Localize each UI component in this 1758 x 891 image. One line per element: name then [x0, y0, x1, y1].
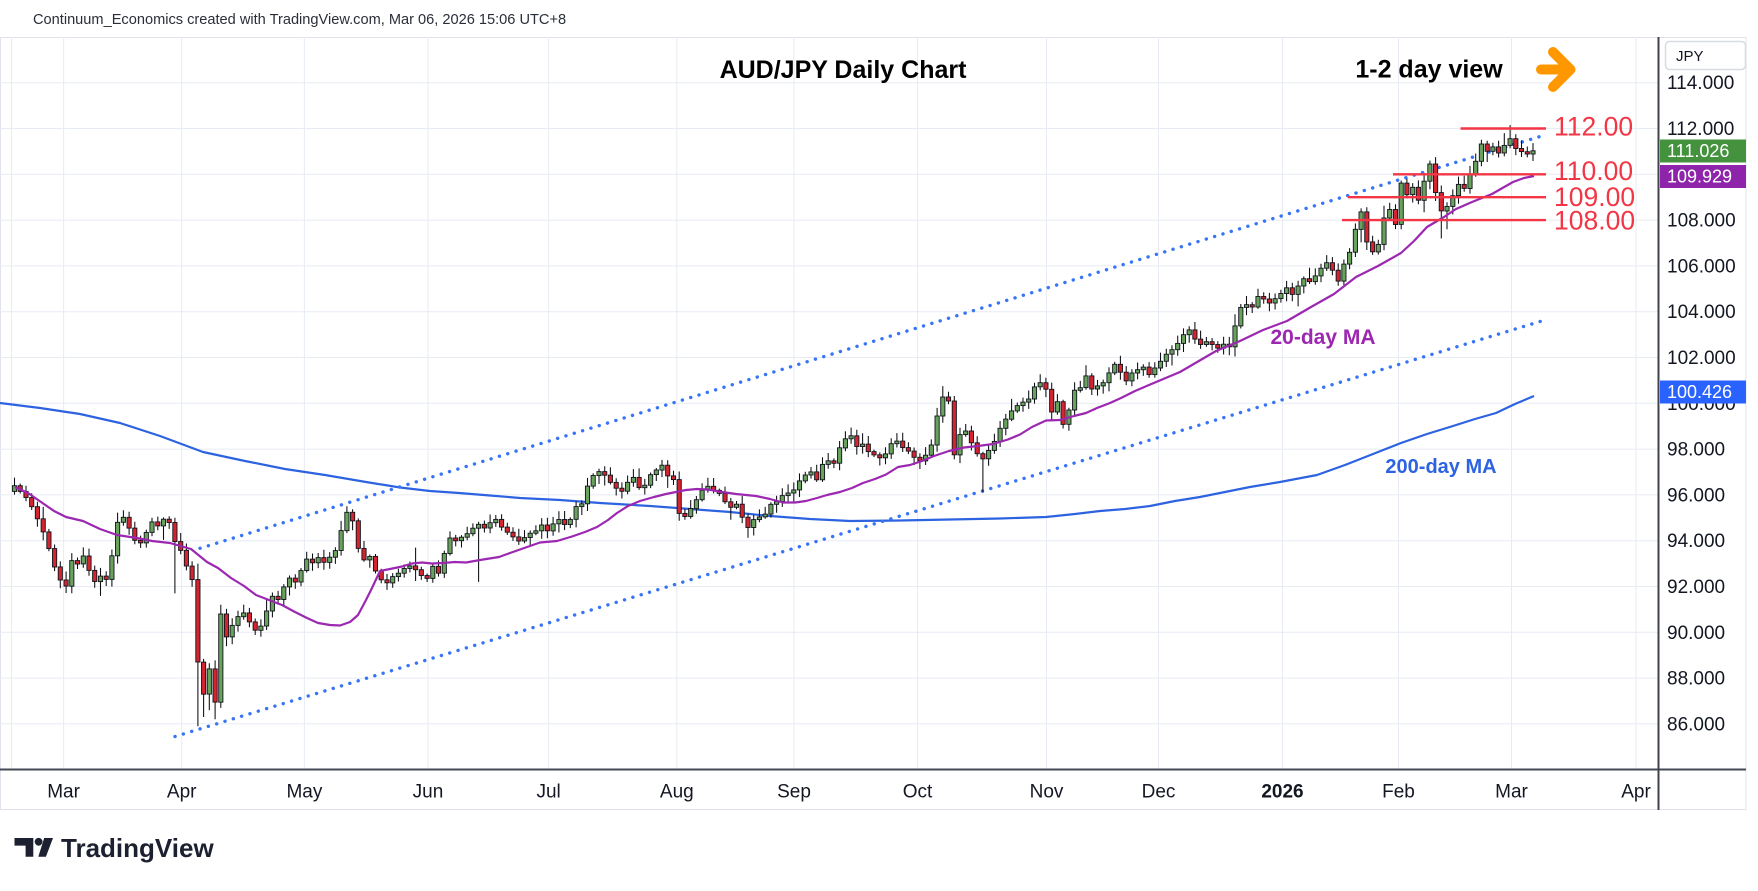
svg-text:Jun: Jun	[413, 782, 444, 803]
svg-text:JPY: JPY	[1676, 48, 1704, 65]
svg-text:112.000: 112.000	[1667, 119, 1734, 140]
svg-text:AUD/JPY Daily Chart: AUD/JPY Daily Chart	[720, 56, 968, 84]
svg-text:TradingView: TradingView	[61, 833, 214, 863]
svg-text:1-2 day view: 1-2 day view	[1355, 56, 1503, 84]
svg-text:102.000: 102.000	[1667, 348, 1736, 369]
svg-text:200-day MA: 200-day MA	[1385, 456, 1496, 478]
svg-text:98.000: 98.000	[1667, 440, 1725, 461]
svg-text:Jul: Jul	[536, 782, 560, 803]
svg-text:88.000: 88.000	[1667, 669, 1725, 690]
svg-text:Aug: Aug	[660, 782, 694, 803]
svg-text:86.000: 86.000	[1667, 714, 1725, 735]
svg-text:96.000: 96.000	[1667, 485, 1725, 506]
svg-text:112.00: 112.00	[1554, 111, 1633, 141]
svg-text:92.000: 92.000	[1667, 577, 1725, 598]
svg-text:104.000: 104.000	[1667, 302, 1736, 323]
svg-text:May: May	[286, 782, 322, 803]
svg-text:114.000: 114.000	[1667, 73, 1734, 94]
svg-text:109.00: 109.00	[1554, 182, 1635, 212]
svg-text:Feb: Feb	[1382, 782, 1415, 803]
svg-text:108.000: 108.000	[1667, 211, 1736, 232]
svg-text:Mar: Mar	[47, 782, 80, 803]
svg-text:Apr: Apr	[1621, 782, 1651, 803]
svg-text:Oct: Oct	[903, 782, 933, 803]
svg-text:90.000: 90.000	[1667, 623, 1725, 644]
svg-text:Sep: Sep	[777, 782, 811, 803]
svg-text:20-day MA: 20-day MA	[1270, 326, 1375, 349]
svg-text:94.000: 94.000	[1667, 531, 1725, 552]
svg-text:Nov: Nov	[1030, 782, 1064, 803]
svg-text:106.000: 106.000	[1667, 256, 1736, 277]
svg-text:100.426: 100.426	[1667, 382, 1732, 402]
svg-text:Continuum_Economics created wi: Continuum_Economics created with Trading…	[33, 12, 566, 28]
svg-text:111.026: 111.026	[1667, 141, 1729, 161]
svg-text:108.00: 108.00	[1554, 206, 1635, 236]
svg-text:109.929: 109.929	[1667, 167, 1732, 187]
svg-text:110.00: 110.00	[1554, 156, 1633, 186]
svg-text:Mar: Mar	[1495, 782, 1528, 803]
svg-text:2026: 2026	[1261, 782, 1303, 803]
svg-text:Dec: Dec	[1142, 782, 1176, 803]
svg-text:Apr: Apr	[167, 782, 197, 803]
